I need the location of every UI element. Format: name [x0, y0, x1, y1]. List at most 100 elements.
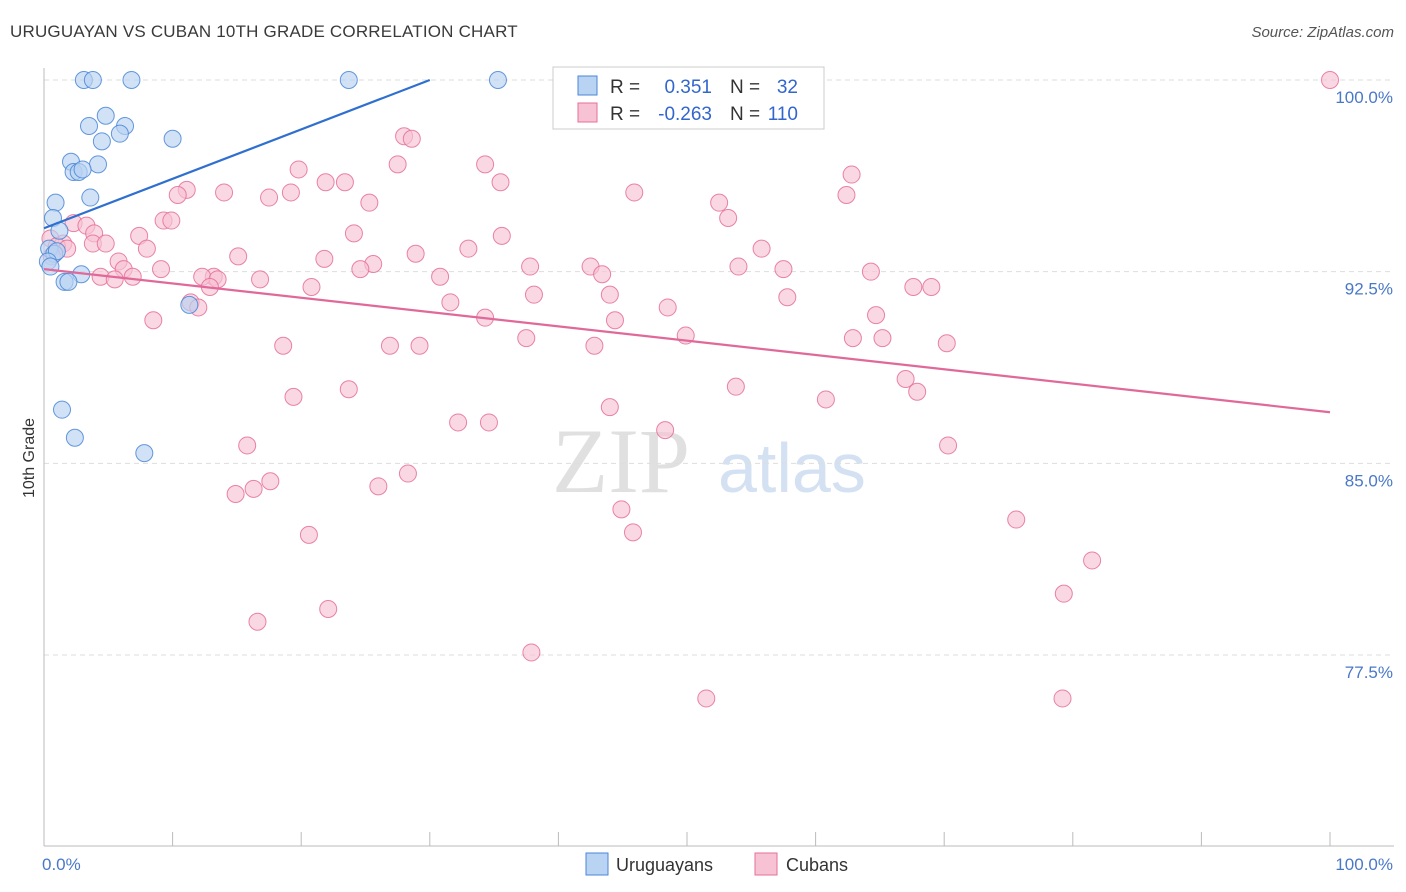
cuban-point [360, 193, 379, 212]
cuban-trend-line [43, 268, 1331, 414]
cuban-point [521, 257, 540, 276]
cuban-point [402, 129, 421, 148]
axes [43, 68, 1394, 847]
cuban-point [476, 155, 495, 174]
cuban-point [260, 188, 279, 207]
cuban-point [281, 183, 300, 202]
uruguayan-point [53, 400, 72, 419]
cuban-point [843, 329, 862, 348]
cuban-point [449, 413, 468, 432]
cuban-point [244, 479, 263, 498]
cuban-point [315, 249, 334, 268]
cuban-point [752, 239, 771, 258]
y-tick-label: 77.5% [1345, 663, 1393, 682]
legend-r-value-uruguayans: 0.351 [664, 77, 712, 98]
y-tick-labels: 77.5% 85.0% 92.5% 100.0% [1335, 88, 1393, 682]
cuban-point [939, 436, 958, 455]
cuban-point [623, 523, 642, 542]
cuban-point [842, 165, 861, 184]
uruguayan-point [73, 160, 92, 179]
uruguayan-point [96, 106, 115, 125]
cuban-point [137, 239, 156, 258]
uruguayan-trend-line [43, 78, 431, 230]
cuban-point [351, 260, 370, 279]
cuban-point [1321, 71, 1339, 89]
cuban-point [605, 311, 624, 330]
cuban-point [274, 336, 293, 355]
cuban-point [459, 239, 478, 258]
watermark-atlas: atlas [718, 429, 866, 507]
cuban-point [656, 421, 675, 440]
cuban-point [284, 387, 303, 406]
legend-n-value-uruguayans: 32 [777, 77, 798, 98]
cuban-point [491, 173, 510, 192]
uruguayan-point [92, 132, 111, 151]
cuban-point [593, 265, 612, 284]
bottom-legend-label-cubans: Cubans [786, 855, 848, 875]
cuban-point [261, 472, 280, 491]
source-label: Source: ZipAtlas.com [1251, 24, 1394, 41]
cuban-point [524, 285, 543, 304]
uruguayan-point [135, 444, 154, 463]
cuban-point [697, 689, 716, 708]
uruguayan-point [163, 129, 182, 148]
series-legend: Uruguayans Cubans [585, 852, 848, 876]
cuban-point [380, 336, 399, 355]
uruguayan-point [339, 71, 358, 89]
cuban-point [215, 183, 234, 202]
cuban-point [729, 257, 748, 276]
cuban-point [316, 173, 335, 192]
legend-n-value-cubans: 110 [768, 104, 798, 125]
bottom-legend-swatch-cubans [754, 852, 778, 876]
cuban-point [600, 398, 619, 417]
cuban-point [431, 267, 450, 286]
legend-r-value-cubans: -0.263 [658, 104, 712, 125]
cuban-point [238, 436, 257, 455]
legend-r-label-uruguayans: R = [610, 77, 640, 98]
cuban-point [226, 485, 245, 503]
x-tick-marks [43, 832, 1331, 846]
uruguayan-point [80, 117, 99, 135]
cuban-point [1053, 689, 1072, 708]
cuban-point [152, 260, 171, 279]
cuban-point [388, 155, 407, 174]
cuban-point [335, 173, 354, 192]
cuban-point [479, 413, 498, 432]
uruguayan-point [122, 71, 141, 89]
data-points [38, 71, 1339, 708]
cuban-point [908, 382, 927, 401]
cuban-point [398, 464, 417, 483]
legend-n-label-cubans: N = [730, 104, 760, 125]
cuban-point [904, 278, 923, 296]
cuban-point [410, 336, 429, 355]
cuban-point [289, 160, 308, 179]
legend-r-label-cubans: R = [610, 104, 640, 125]
x-tick-label-max: 100.0% [1335, 855, 1393, 874]
cuban-point [319, 600, 338, 618]
y-axis-label: 10th Grade [21, 418, 38, 498]
cuban-point [299, 525, 318, 544]
correlation-legend: R = 0.351 N = 32 R = -0.263 N = 110 [552, 66, 825, 130]
cuban-point [585, 336, 604, 355]
cuban-point [339, 380, 358, 399]
cuban-point [492, 226, 511, 245]
y-tick-label: 92.5% [1345, 280, 1393, 299]
cuban-point [369, 477, 388, 496]
cuban-point [658, 298, 677, 317]
uruguayan-point [65, 428, 84, 447]
cuban-point [867, 306, 886, 325]
uruguayan-point [83, 71, 102, 89]
cuban-point [600, 285, 619, 304]
cuban-point [1007, 510, 1026, 529]
cuban-point [1054, 584, 1073, 603]
cuban-point [1083, 551, 1102, 570]
cuban-point [522, 643, 541, 662]
legend-box [552, 66, 825, 130]
cuban-point [710, 193, 729, 212]
legend-swatch-cubans [577, 102, 598, 123]
cuban-point [778, 288, 797, 307]
uruguayan-point [89, 155, 108, 174]
cuban-point [406, 244, 425, 263]
cuban-point [441, 293, 460, 312]
